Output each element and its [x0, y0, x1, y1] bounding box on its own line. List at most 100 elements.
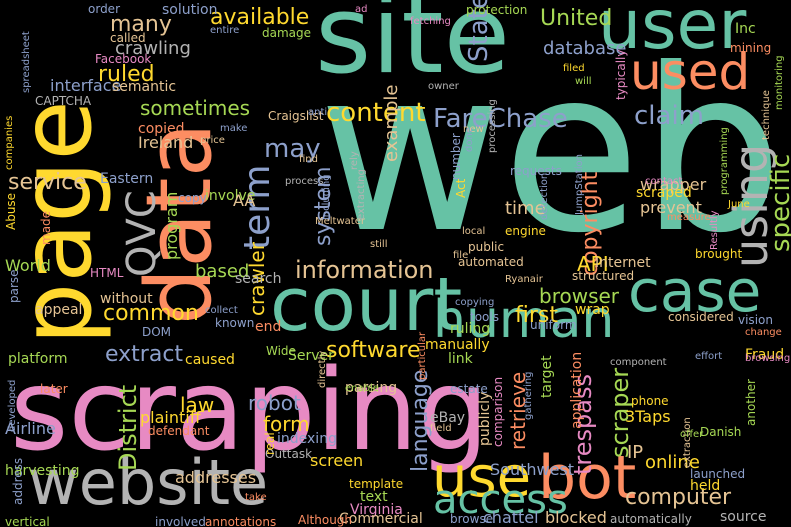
word-considered: considered: [668, 310, 734, 324]
word-particular: particular: [417, 331, 428, 380]
word-entire: entire: [210, 25, 240, 36]
word-order: order: [88, 2, 120, 16]
word-harvesting: harvesting: [5, 463, 80, 479]
word-based: based: [195, 261, 250, 282]
word-solution: solution: [162, 2, 218, 18]
word-automated: automated: [458, 255, 524, 269]
word-wrapper: wrapper: [640, 175, 707, 194]
word-user: user: [598, 0, 747, 65]
word-held: held: [690, 478, 721, 494]
word-may: may: [264, 134, 321, 164]
word-api: API: [577, 252, 609, 276]
word-browse: browse: [450, 512, 494, 526]
word-database: database: [543, 38, 627, 59]
word-parsing: parsing: [345, 380, 398, 396]
word-companies: companies: [4, 115, 15, 170]
word-directly: directly: [317, 350, 328, 388]
word-site: site: [315, 0, 511, 98]
word-known: known: [215, 316, 255, 330]
word-tools: tools: [470, 310, 499, 324]
word-called: called: [110, 31, 146, 45]
word-danish: Danish: [700, 425, 742, 439]
word-effort: effort: [695, 351, 723, 362]
word-enable: enable: [345, 383, 379, 394]
word-comparison: comparison: [491, 376, 505, 447]
word-indexing: indexing: [277, 431, 337, 447]
word-ruled: ruled: [98, 62, 155, 87]
word-ryanair: Ryanair: [505, 274, 543, 285]
word-will: will: [575, 76, 592, 87]
word-address: address: [11, 457, 25, 505]
word-jumpstation: JumpStation: [574, 154, 585, 215]
word-uniform: uniform: [530, 318, 577, 332]
word-ip: IP: [627, 442, 644, 463]
word-source: source: [720, 509, 767, 525]
word-detection: detection: [539, 172, 550, 220]
word-defendant: defendant: [148, 424, 210, 438]
word-common: common: [103, 301, 199, 326]
word-template: template: [349, 477, 404, 491]
word-extracting: extracting: [356, 169, 367, 220]
word-contact: contact: [645, 176, 683, 187]
word-interface: interface: [50, 76, 122, 95]
word-new: new: [463, 124, 484, 135]
word-results: Resultly: [709, 210, 720, 250]
word-content: content: [326, 98, 426, 128]
word-outtask: Outtask: [265, 447, 313, 461]
word-claim: claim: [634, 101, 705, 131]
word-ruling: ruling: [450, 321, 491, 337]
word-craigslist: Craigslist: [268, 109, 324, 123]
word-act: Act: [454, 178, 468, 198]
word-first: first: [515, 303, 558, 328]
word-offer: offer: [680, 429, 704, 440]
word-plaintiff: plaintiff: [140, 408, 201, 427]
word-search: search: [235, 271, 282, 287]
word-still: still: [370, 239, 388, 250]
word-done: done: [464, 127, 475, 152]
word-facebook: Facebook: [95, 52, 152, 66]
word-gathering: gathering: [523, 371, 534, 420]
word-end: end: [255, 319, 282, 335]
word-measure: measure: [667, 212, 711, 223]
word-commercial: Commercial: [339, 511, 423, 527]
word-number: number: [449, 133, 463, 180]
word-case: case: [628, 257, 762, 325]
word-world: World: [5, 256, 51, 275]
word-rely: rely: [349, 151, 360, 170]
word-brought: brought: [695, 247, 743, 261]
word-service: service: [8, 170, 87, 195]
word-caused: caused: [185, 352, 235, 368]
word-court: court: [270, 262, 463, 348]
word-robot: robot: [248, 391, 301, 415]
word-publicly: publicly: [477, 391, 493, 446]
word-requests: requests: [510, 164, 562, 178]
word-application: application: [569, 351, 585, 429]
word-collect: collect: [205, 305, 238, 316]
word-developed: developed: [7, 379, 18, 432]
word-ebay: eBay: [430, 410, 466, 426]
word-automatically: automatically: [610, 512, 692, 526]
word-take: take: [245, 492, 267, 503]
word-threetaps: 3Taps: [625, 407, 671, 426]
word-parse: parse: [7, 269, 21, 303]
word-abuse: Abuse: [4, 192, 18, 230]
word-bot: bot: [538, 443, 637, 513]
word-scraped: scraped: [636, 185, 692, 201]
word-wrap: wrap: [575, 302, 610, 318]
word-eastern: Eastern: [100, 171, 154, 187]
word-internet: Internet: [595, 255, 651, 271]
word-involved: involved: [155, 515, 206, 527]
word-example: example: [381, 84, 402, 162]
word-language: language: [408, 369, 433, 472]
word-human: human: [433, 290, 615, 350]
word-typically: typically: [614, 49, 628, 100]
word-copying: copying: [455, 297, 495, 308]
word-find: find: [299, 154, 318, 165]
word-scraping: scraping: [10, 346, 489, 476]
word-blocked: blocked: [545, 508, 607, 527]
word-real: real: [263, 432, 277, 455]
word-later: later: [40, 382, 68, 396]
word-make: make: [220, 123, 248, 134]
word-html: HTML: [90, 266, 124, 280]
word-semantic: semantic: [112, 79, 177, 95]
